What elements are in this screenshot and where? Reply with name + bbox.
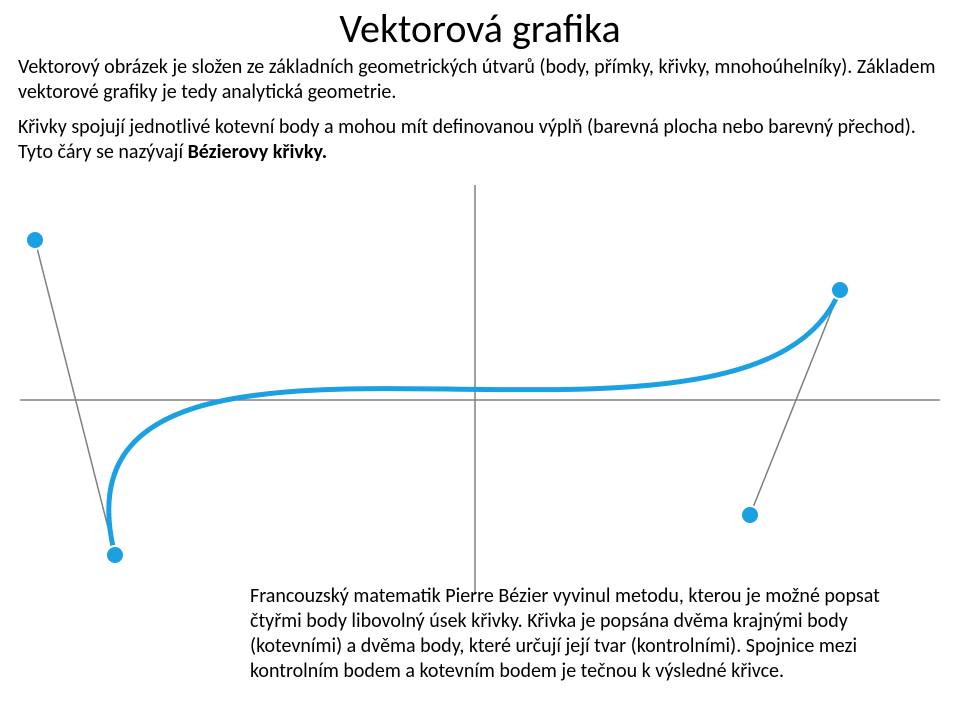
handle-line-start <box>35 240 115 555</box>
bezier-point-anchor-end <box>831 281 849 299</box>
bezier-svg <box>0 175 960 595</box>
page-title: Vektorová grafika <box>0 4 960 53</box>
intro-paragraph-1: Vektorový obrázek je složen ze základníc… <box>0 55 960 105</box>
para2-bold: Bézierovy křivky. <box>188 140 327 164</box>
explanation-paragraph: Francouzský matematik Pierre Bézier vyvi… <box>250 584 930 684</box>
bezier-point-control-1 <box>26 231 44 249</box>
bezier-point-anchor-start <box>106 546 124 564</box>
intro-paragraph-2: Křivky spojují jednotlivé kotevní body a… <box>0 115 960 165</box>
handle-line-end <box>750 290 840 515</box>
bezier-diagram <box>0 175 960 535</box>
para2-text: Křivky spojují jednotlivé kotevní body a… <box>18 115 916 164</box>
bezier-point-control-2 <box>741 506 759 524</box>
